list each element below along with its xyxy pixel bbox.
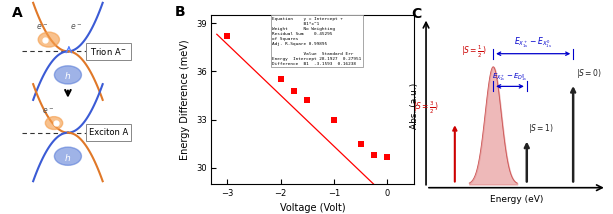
- Text: A: A: [12, 6, 23, 20]
- Point: [223, 34, 232, 38]
- Text: $e^-$: $e^-$: [36, 22, 48, 32]
- Text: $|S=1)$: $|S=1)$: [528, 122, 554, 135]
- Text: $E_F$: $E_F$: [103, 128, 114, 140]
- X-axis label: Voltage (Volt): Voltage (Volt): [280, 204, 346, 213]
- Ellipse shape: [38, 32, 59, 47]
- Text: $e^-$: $e^-$: [70, 22, 82, 32]
- Ellipse shape: [55, 66, 82, 84]
- Text: $h$: $h$: [64, 152, 72, 163]
- Point: [356, 142, 365, 146]
- Text: Equation    y = Intercept +
            B1*x^1
Weight      No Weighting
Residual: Equation y = Intercept + B1*x^1 Weight N…: [272, 17, 362, 66]
- Text: $E_F$: $E_F$: [103, 46, 114, 59]
- Text: B: B: [175, 5, 186, 19]
- Text: Abs. (a.u.): Abs. (a.u.): [410, 83, 419, 129]
- Point: [276, 78, 286, 81]
- Ellipse shape: [45, 117, 63, 129]
- Point: [329, 118, 339, 121]
- Text: $|S=\frac{3}{2})$: $|S=\frac{3}{2})$: [413, 100, 439, 116]
- Ellipse shape: [55, 147, 82, 165]
- Text: C: C: [411, 7, 422, 21]
- Text: $E_{X^+_{1s}} - E_{X^0_{1s}}$: $E_{X^+_{1s}} - E_{X^0_{1s}}$: [514, 36, 552, 51]
- FancyBboxPatch shape: [86, 43, 131, 60]
- Text: $|S=\frac{1}{2})$: $|S=\frac{1}{2})$: [462, 44, 487, 60]
- Text: $e^-$: $e^-$: [42, 107, 55, 116]
- Text: $E_{X^+_{1s}} - E_{D^0_{1s}}$: $E_{X^+_{1s}} - E_{D^0_{1s}}$: [492, 71, 528, 83]
- Text: $|S=0)$: $|S=0)$: [576, 67, 603, 80]
- Text: Energy (eV): Energy (eV): [490, 195, 543, 204]
- Text: Exciton A: Exciton A: [89, 128, 128, 137]
- Point: [302, 99, 312, 102]
- Text: $h$: $h$: [64, 70, 72, 82]
- Y-axis label: Energy Difference (meV): Energy Difference (meV): [180, 39, 190, 160]
- Point: [383, 155, 392, 158]
- Point: [289, 89, 299, 92]
- Text: Trion A$^-$: Trion A$^-$: [90, 46, 127, 57]
- Point: [369, 153, 379, 157]
- FancyBboxPatch shape: [86, 124, 131, 141]
